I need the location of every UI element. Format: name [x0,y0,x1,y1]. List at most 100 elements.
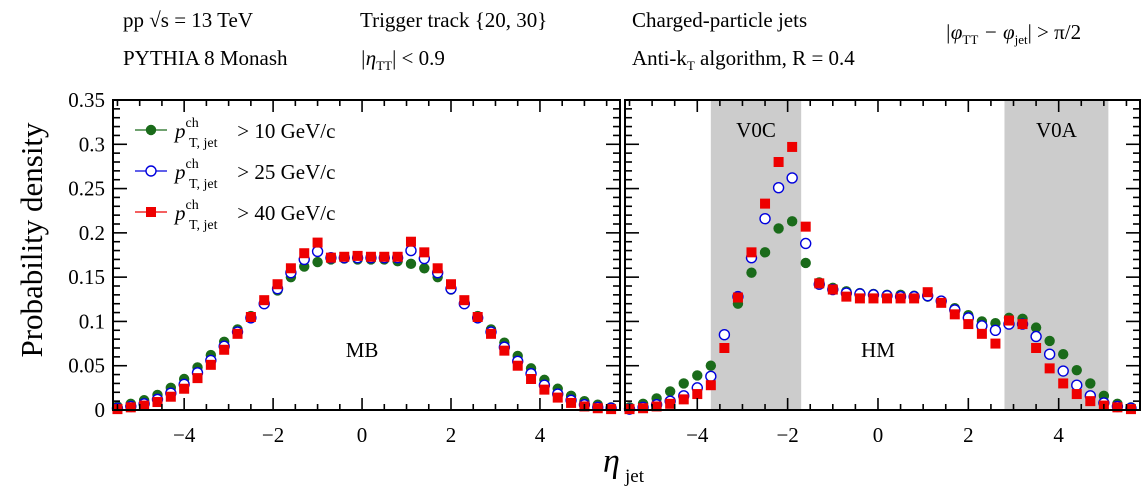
data-point-series-2 [592,403,603,414]
data-point-series-0 [746,267,757,278]
legend-entry-0: pch T, jet > 10 GeV/c [173,116,335,151]
data-point-series-2 [499,345,510,356]
data-point-series-2 [1003,315,1014,326]
data-point-series-2 [976,328,987,339]
data-point-series-1 [1071,379,1083,391]
panel-hm: V0C V0A HM −4 −2 0 2 4 [623,99,1141,447]
y-tick-label: 0.3 [79,132,105,156]
data-point-series-0 [1058,349,1069,360]
data-point-series-2 [678,394,689,405]
data-point-series-2 [651,401,662,412]
data-point-series-0 [759,247,771,258]
legend-marker-0 [145,124,157,136]
data-point-series-2 [922,287,933,298]
data-point-series-2 [312,237,323,248]
data-point-series-2 [205,359,216,370]
plot-frame [112,99,621,411]
x-tick-label: −2 [262,423,284,447]
data-point-series-0 [692,370,703,381]
data-point-series-1 [772,181,785,194]
data-point-series-2 [1071,389,1082,400]
data-point-series-2 [552,392,563,403]
data-point-series-0 [1071,364,1082,376]
data-point-series-1 [405,244,417,257]
data-point-series-2 [705,380,716,391]
data-point-series-2 [219,344,230,355]
data-point-series-2 [760,198,771,209]
data-point-series-2 [746,247,757,258]
data-point-series-1 [1057,365,1069,377]
data-point-series-2 [841,291,852,302]
x-tick-label: −4 [173,423,196,447]
data-point-series-2 [165,391,176,402]
legend: pch T, jet > 10 GeV/c pch T, jet > 25 GeV/c… [135,116,335,233]
header-phi-cut: |φTT − φjet| > π/2 [945,20,1082,48]
data-point-series-1 [1030,330,1042,343]
data-point-series-2 [1044,363,1055,374]
data-point-series-2 [459,295,470,306]
data-point-series-2 [638,403,649,414]
data-point-series-2 [909,293,920,304]
data-point-series-2 [936,297,947,308]
panel-label: MB [346,338,379,362]
y-tick-label: 0.1 [79,309,105,333]
data-point-series-0 [773,223,784,234]
x-tick-label: 2 [446,423,457,447]
data-point-series-2 [539,384,550,395]
data-point-series-1 [311,245,324,258]
detector-band-label-1: V0A [1036,118,1078,142]
data-point-series-2 [732,292,743,303]
legend-marker-2 [146,207,156,217]
data-point-series-2 [526,374,537,384]
data-point-series-2 [405,236,416,247]
data-point-series-0 [1044,335,1055,347]
y-tick-label: 0.05 [68,354,105,378]
data-point-series-2 [192,373,203,384]
x-axis-label-sub: jet [624,466,645,487]
data-point-series-2 [665,398,676,409]
data-point-series-0 [419,263,430,274]
data-point-series-2 [486,328,497,339]
data-point-series-2 [325,252,336,263]
legend-marker-1 [145,165,157,177]
data-point-series-0 [664,386,676,397]
data-point-series-2 [152,397,163,408]
data-point-series-2 [719,343,730,353]
data-point-series-2 [1058,378,1069,389]
data-point-series-2 [512,360,523,371]
legend-entry-2: pch T, jet > 40 GeV/c [173,198,335,233]
data-point-series-1 [759,212,771,225]
data-point-series-2 [365,251,376,262]
data-point-series-2 [379,251,390,262]
data-point-series-1 [989,324,1002,336]
data-point-series-0 [678,378,689,389]
header-collision-energy: pp √s = 13 TeV [123,8,254,32]
data-point-series-0 [1030,322,1042,333]
header-eta-cut: |ηTT| < 0.9 [360,46,445,74]
x-tick-label: 0 [873,423,884,447]
detector-band-1 [1004,100,1109,410]
x-tick-label: −4 [686,423,709,447]
legend-entry-1: pch T, jet > 25 GeV/c [173,157,335,192]
data-point-series-2 [1112,402,1123,413]
data-point-series-1 [718,329,731,341]
header-trigger-track: Trigger track {20, 30} [360,8,548,32]
data-point-series-2 [1017,319,1028,330]
data-point-series-2 [800,221,811,232]
y-tick-label: 0.15 [68,265,105,289]
data-point-series-2 [566,397,577,408]
data-point-series-0 [705,360,717,371]
data-point-series-2 [827,284,838,295]
data-point-series-2 [446,279,456,290]
data-point-series-0 [1085,378,1096,389]
y-tick-label: 0.25 [68,177,105,201]
data-point-series-2 [179,383,190,394]
x-tick-label: 4 [1053,423,1064,447]
data-point-series-2 [868,293,879,304]
data-point-series-2 [692,389,703,400]
data-point-series-2 [245,312,256,322]
data-point-series-2 [963,319,974,330]
data-point-series-2 [773,157,784,167]
x-tick-label: 0 [357,423,368,447]
